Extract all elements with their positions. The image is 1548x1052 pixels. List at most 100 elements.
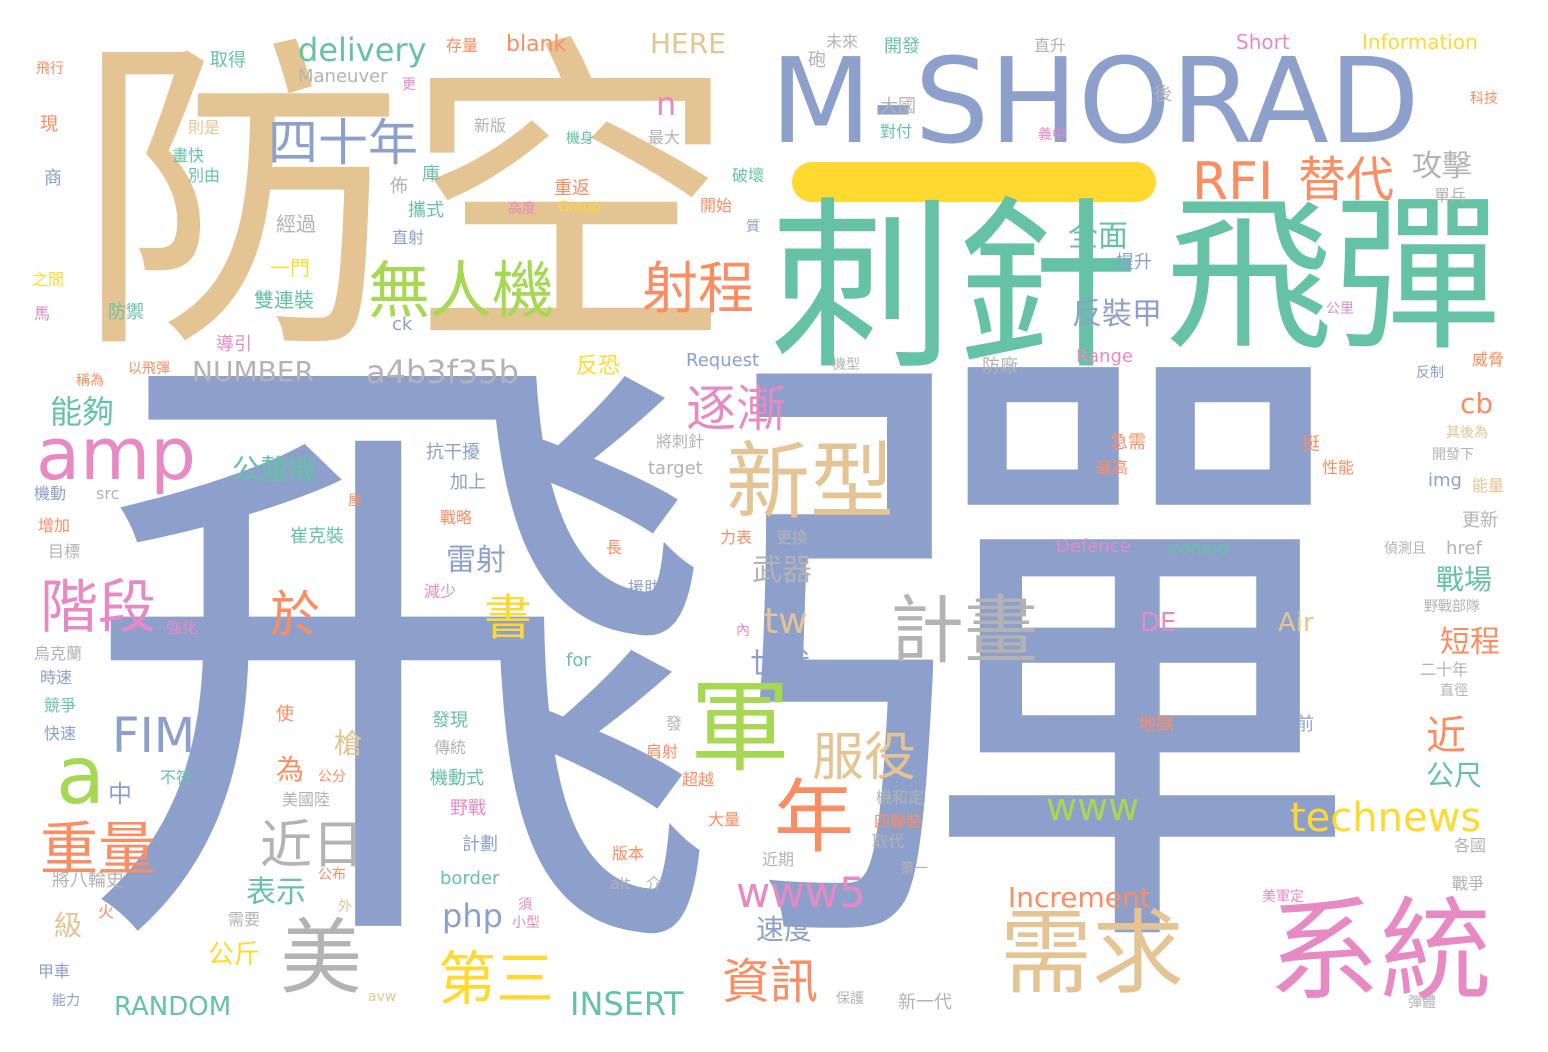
word: 發 xyxy=(666,714,683,733)
word: 快速 xyxy=(44,724,77,743)
word: 戰場 xyxy=(1436,563,1493,596)
word: 取代 xyxy=(872,832,905,851)
word: 防廠 xyxy=(982,356,1018,377)
word: RFI xyxy=(1192,152,1274,212)
word: 美 xyxy=(280,911,363,1006)
word: 刺針 xyxy=(770,181,1139,395)
word: www xyxy=(1046,785,1140,829)
word: 對付 xyxy=(880,122,913,141)
word: 烏克蘭 xyxy=(34,644,83,663)
word: 公釐機 xyxy=(232,453,317,486)
word: 內 xyxy=(736,623,750,639)
word: 雷射 xyxy=(446,543,506,578)
word: 雙連裝 xyxy=(254,288,314,312)
word: Information xyxy=(1362,30,1478,54)
word: 槍 xyxy=(334,727,363,760)
word: 表示 xyxy=(246,875,306,910)
word: 援助 xyxy=(628,578,661,597)
word: 公里 xyxy=(1326,301,1354,317)
word: 現 xyxy=(40,114,58,135)
word: 飛彈 xyxy=(1165,178,1501,374)
word: 增加 xyxy=(38,516,71,535)
word: 服役 xyxy=(812,728,917,788)
word: 之前 xyxy=(1278,714,1314,735)
word: 版本 xyxy=(612,844,645,863)
word: 射程 xyxy=(642,257,754,322)
word: Range xyxy=(1076,346,1134,367)
word: 畫快 xyxy=(172,146,205,165)
word: 以飛彈 xyxy=(128,361,170,377)
word: 地獄 xyxy=(1138,714,1174,735)
word: 公尺 xyxy=(1426,759,1483,792)
word: php xyxy=(442,897,503,935)
word: 野戰 xyxy=(450,798,486,819)
word: 飛彈 xyxy=(80,287,1360,1032)
word: 四聯裝 xyxy=(874,812,923,831)
word: 野戰部隊 xyxy=(1424,599,1480,615)
word: 直徑 xyxy=(1440,683,1468,699)
word: 直升 xyxy=(1034,36,1067,55)
word: 抗干擾 xyxy=(426,442,480,463)
word: 傳統 xyxy=(434,738,467,757)
word: Group xyxy=(558,199,601,215)
word: 反裝甲 xyxy=(1072,297,1162,332)
word: 減少 xyxy=(424,582,457,601)
word: 科技 xyxy=(1470,91,1498,107)
word: 美軍定 xyxy=(1262,889,1304,905)
word: 威脅 xyxy=(1472,350,1505,369)
word: a xyxy=(56,729,106,822)
word: 防禦 xyxy=(108,302,144,323)
word: 高度 xyxy=(508,201,536,217)
word: 開發下 xyxy=(1432,447,1474,463)
word: 須 xyxy=(518,897,532,913)
word: 破壞 xyxy=(732,166,765,185)
word: 目標 xyxy=(48,542,81,561)
word: 馬 xyxy=(34,304,51,323)
word: for xyxy=(566,650,591,671)
word: 飛行 xyxy=(36,61,64,77)
word: 新版 xyxy=(474,116,507,135)
word: HERE xyxy=(650,27,726,60)
word: 發現 xyxy=(432,710,468,731)
word: 重量 xyxy=(40,815,157,883)
word: 偵測且 xyxy=(1384,541,1426,557)
word: amp xyxy=(36,412,196,496)
word: 機和定 xyxy=(876,788,925,807)
word: 公布 xyxy=(318,867,346,883)
word: 機動 xyxy=(34,484,67,503)
word: 稱為 xyxy=(76,373,104,389)
word: 為 xyxy=(276,753,305,786)
word: 強化 xyxy=(166,618,199,637)
word: 軍 xyxy=(690,669,790,786)
word: 無人機 xyxy=(368,254,555,327)
word: target xyxy=(648,458,703,479)
word: 需要 xyxy=(228,910,261,929)
word: 外 xyxy=(338,899,352,915)
word: 公分 xyxy=(318,769,346,785)
word: 近 xyxy=(1426,713,1466,759)
word: 反恐 xyxy=(576,354,621,379)
word: 商 xyxy=(44,168,62,189)
word: 系統 xyxy=(1268,887,1492,1017)
word: RANDOM xyxy=(114,992,232,1022)
word: 大量 xyxy=(708,810,741,829)
word: 需求 xyxy=(1000,900,1185,1007)
word: 則是 xyxy=(188,118,221,137)
word: 超越 xyxy=(682,770,715,789)
word: 不符 xyxy=(160,768,193,787)
word: 重返 xyxy=(554,178,590,199)
word: FIM xyxy=(112,708,196,764)
word: 近期 xyxy=(762,850,795,869)
word: avw xyxy=(368,989,397,1005)
word: NUMBER xyxy=(192,355,314,388)
word: 加上 xyxy=(450,472,486,493)
word: alt xyxy=(610,874,631,893)
word: 機外 xyxy=(430,628,463,647)
word: 能夠 xyxy=(50,393,115,431)
word: 經過 xyxy=(276,212,316,236)
word: 單兵 xyxy=(1434,186,1467,205)
word: 書 xyxy=(484,590,533,646)
word: 砲 xyxy=(808,50,826,71)
word: 攜式 xyxy=(408,200,444,221)
word: Maneuver xyxy=(298,66,388,87)
